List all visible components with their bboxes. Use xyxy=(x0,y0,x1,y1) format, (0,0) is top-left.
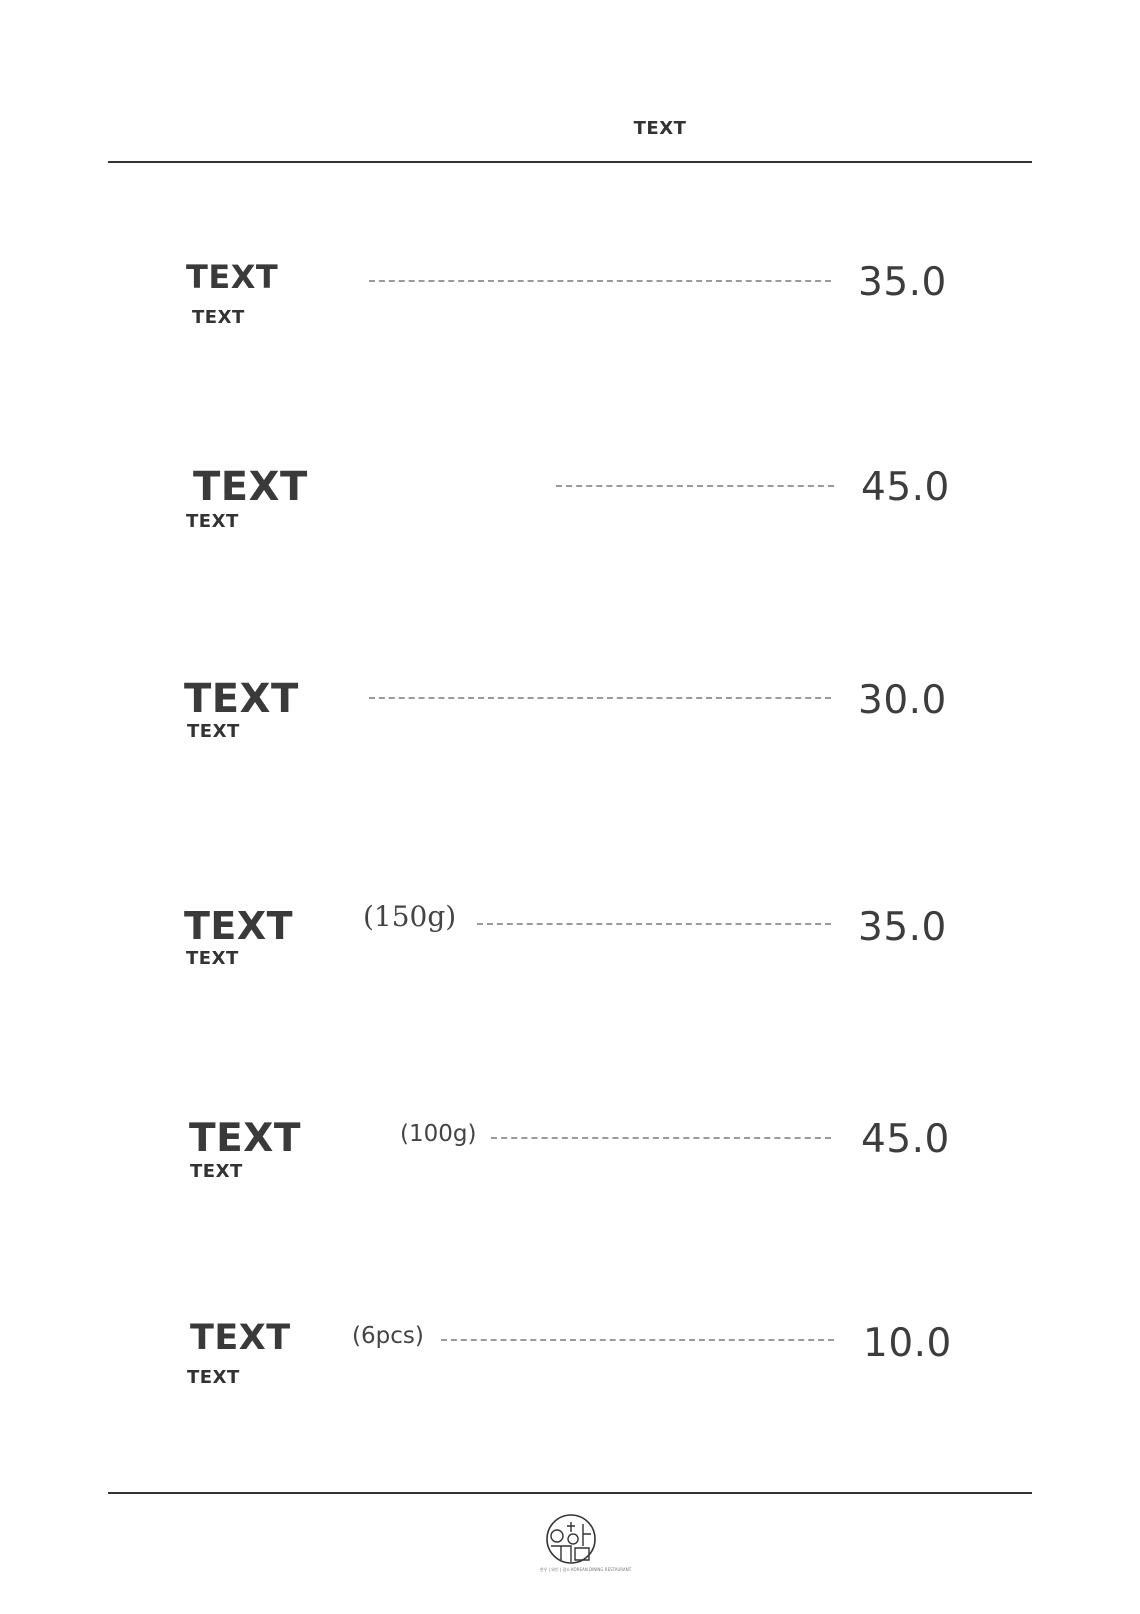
menu-item-price: 45.0 xyxy=(861,1117,950,1162)
menu-item-name: TEXT xyxy=(193,464,308,510)
menu-item: TEXT TEXT (100g) 45.0 xyxy=(0,1100,1140,1220)
menu-item-subtitle: TEXT xyxy=(187,721,240,742)
menu-item-name: TEXT xyxy=(184,904,294,948)
menu-item-name: TEXT xyxy=(186,258,279,296)
menu-item-name: TEXT xyxy=(184,676,299,722)
page-title: TEXT xyxy=(633,118,687,139)
menu-item-price: 35.0 xyxy=(858,905,947,950)
dotted-leader xyxy=(369,280,831,282)
menu-item-subtitle: TEXT xyxy=(186,948,239,969)
dotted-leader xyxy=(441,1339,834,1341)
menu-item-subtitle: TEXT xyxy=(187,1367,240,1388)
bottom-divider xyxy=(108,1492,1032,1494)
dotted-leader xyxy=(556,485,834,487)
menu-item-price: 45.0 xyxy=(861,465,950,510)
menu-item-subtitle: TEXT xyxy=(186,511,239,532)
menu-item: TEXT TEXT 30.0 xyxy=(0,662,1140,782)
menu-item-price: 30.0 xyxy=(858,678,947,723)
menu-item-quantity: (100g) xyxy=(400,1121,477,1147)
menu-item-subtitle: TEXT xyxy=(192,307,245,328)
menu-item: TEXT TEXT 35.0 xyxy=(0,250,1140,370)
dotted-leader xyxy=(369,697,831,699)
menu-item-price: 35.0 xyxy=(858,260,947,305)
menu-item: TEXT TEXT (6pcs) 10.0 xyxy=(0,1302,1140,1422)
menu-item: TEXT TEXT (150g) 35.0 xyxy=(0,888,1140,1008)
restaurant-logo-icon xyxy=(546,1514,596,1564)
menu-item: TEXT TEXT 45.0 xyxy=(0,452,1140,572)
dotted-leader xyxy=(491,1137,831,1139)
menu-item-name: TEXT xyxy=(190,1318,291,1358)
top-divider xyxy=(108,161,1032,163)
logo-caption: 한우 | 와인 | 갈소 KOREAN DINING RESTAURANT xyxy=(540,1567,632,1572)
dotted-leader xyxy=(477,923,831,925)
menu-item-quantity: (150g) xyxy=(363,900,457,933)
menu-item-name: TEXT xyxy=(189,1116,301,1161)
menu-item-quantity: (6pcs) xyxy=(352,1323,424,1349)
menu-item-price: 10.0 xyxy=(863,1321,952,1366)
menu-item-subtitle: TEXT xyxy=(190,1161,243,1182)
